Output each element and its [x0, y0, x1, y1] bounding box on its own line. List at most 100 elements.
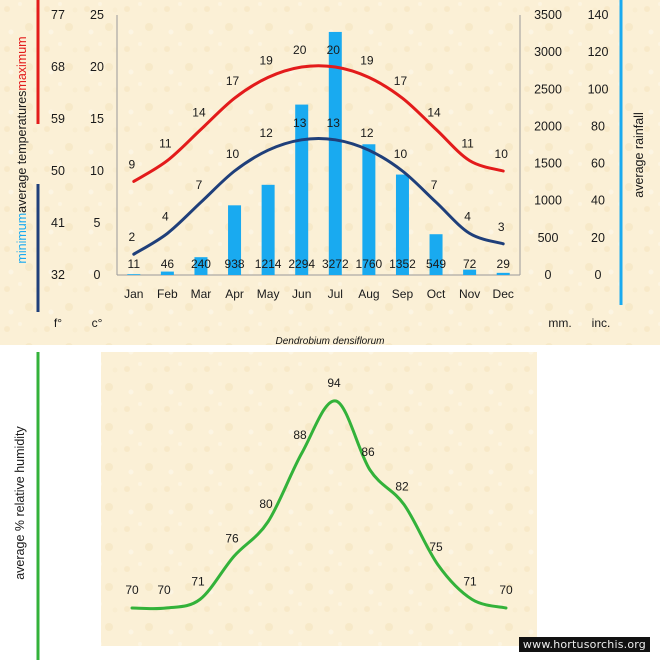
rainfall-bars: [127, 31, 510, 276]
humidity-data-label: 71: [191, 574, 205, 588]
rainfall-data-label: 938: [225, 257, 245, 271]
rainfall-inches-tick: 140: [588, 8, 609, 22]
humidity-data-label: 71: [463, 574, 477, 588]
humidity-data-label: 70: [499, 583, 513, 597]
rainfall-bar: [228, 205, 242, 275]
minimum-data-label: 4: [464, 209, 471, 223]
celsius-tick: 10: [90, 164, 104, 178]
axis-ticks: 7768595041322520151050350030002500200015…: [51, 8, 608, 301]
minimum-data-label: 10: [394, 147, 408, 161]
rainfall-bar: [295, 104, 309, 276]
month-tick: Dec: [493, 287, 514, 301]
rainfall-bar: [395, 174, 409, 275]
rainfall-mm-tick: 2500: [534, 82, 562, 96]
minimum-data-label: 7: [431, 178, 438, 192]
rainfall-bar: [496, 272, 510, 275]
maximum-data-label: 20: [293, 43, 307, 57]
humidity-data-label: 94: [327, 376, 341, 390]
minimum-line: [132, 137, 505, 256]
minimum-data-label: 13: [327, 116, 341, 130]
rainfall-inches-tick: 120: [588, 45, 609, 59]
humidity-axis-label: average % relative humidity: [13, 425, 27, 579]
rainfall-data-label: 1760: [356, 257, 383, 271]
fahrenheit-tick: 77: [51, 8, 65, 22]
maximum-data-label: 11: [461, 137, 474, 151]
minimum-data-label: 10: [226, 147, 240, 161]
minimum-data-label: 7: [196, 178, 203, 192]
fahrenheit-tick: 41: [51, 216, 65, 230]
month-tick: May: [257, 287, 280, 301]
maximum-data-label: 19: [259, 53, 273, 67]
humidity-data-label: 86: [361, 445, 375, 459]
chart-title: Dendrobium densiflorum: [276, 336, 385, 347]
maximum-data-label: 14: [192, 105, 206, 119]
celsius-tick: 20: [90, 60, 104, 74]
humidity-data-label: 82: [395, 480, 409, 494]
temperature-lines: [132, 64, 505, 256]
humidity-data-label: 88: [293, 428, 307, 442]
rainfall-data-label: 2294: [288, 257, 315, 271]
maximum-data-label: 20: [327, 43, 341, 57]
humidity-data-label: 70: [157, 583, 171, 597]
month-tick: Jun: [292, 287, 311, 301]
humidity-chart: 70 70 71 76 80 88 94 86 82 75 71 70: [125, 376, 513, 611]
minimum-data-label: 4: [162, 209, 169, 223]
rainfall-bar: [429, 234, 443, 275]
rainfall-data-label: 240: [191, 257, 211, 271]
maximum-data-label: 14: [427, 105, 441, 119]
fahrenheit-tick: 59: [51, 112, 65, 126]
minimum-data-label: 13: [293, 116, 307, 130]
rainfall-mm-tick: 500: [538, 231, 559, 245]
month-tick: Feb: [157, 287, 178, 301]
celsius-tick: 15: [90, 112, 104, 126]
humidity-data-label: 76: [225, 531, 239, 545]
rainfall-inches-tick: 80: [591, 119, 605, 133]
data-labels: 9 11 14 17 19 20 20 19 17 14 11 10 2 4 7 10 12 13 13 12 10 7 4…: [128, 43, 511, 271]
month-tick: Jan: [124, 287, 143, 301]
rainfall-data-label: 1214: [255, 257, 282, 271]
celsius-tick: 5: [94, 216, 101, 230]
rainfall-mm-tick: 0: [545, 268, 552, 282]
month-tick: Mar: [191, 287, 212, 301]
maximum-data-label: 17: [394, 74, 408, 88]
month-tick: Sep: [392, 287, 414, 301]
month-tick: Aug: [358, 287, 379, 301]
maximum-data-label: 9: [128, 157, 135, 171]
celsius-unit-label: c°: [92, 316, 103, 330]
mm-unit-label: mm.: [548, 316, 571, 330]
inches-unit-label: inc.: [592, 316, 611, 330]
rainfall-inches-tick: 20: [591, 231, 605, 245]
left-label-maximum: maximum: [15, 36, 29, 90]
humidity-line: [130, 399, 508, 611]
rainfall-data-label: 3272: [322, 257, 349, 271]
rainfall-data-label: 29: [497, 257, 511, 271]
fahrenheit-tick: 32: [51, 268, 65, 282]
month-tick: Jul: [328, 287, 343, 301]
rainfall-inches-tick: 40: [591, 194, 605, 208]
fahrenheit-tick: 50: [51, 164, 65, 178]
rainfall-axis-label: average rainfall: [632, 112, 646, 197]
minimum-data-label: 12: [259, 126, 273, 140]
fahrenheit-tick: 68: [51, 60, 65, 74]
humidity-data-label: 70: [125, 583, 139, 597]
celsius-tick: 25: [90, 8, 104, 22]
rainfall-bar: [328, 31, 342, 275]
rainfall-bar: [194, 257, 208, 275]
humidity-data-label: 75: [429, 540, 443, 554]
rainfall-bar: [127, 274, 141, 275]
maximum-data-label: 10: [495, 147, 509, 161]
left-label-middle: average temperatures: [15, 91, 29, 213]
left-vertical-label: minimumaverage temperaturesmaximum: [15, 36, 29, 263]
rainfall-data-label: 11: [128, 257, 141, 271]
humidity-panel-background: [101, 352, 537, 646]
rainfall-mm-tick: 1000: [534, 194, 562, 208]
humidity-data-label: 80: [259, 497, 273, 511]
fahrenheit-unit-label: f°: [54, 316, 62, 330]
maximum-data-label: 11: [159, 137, 172, 151]
maximum-line: [132, 64, 505, 183]
rainfall-mm-tick: 1500: [534, 157, 562, 171]
minimum-data-label: 12: [360, 126, 374, 140]
minimum-data-label: 3: [498, 220, 505, 234]
month-tick: Oct: [427, 287, 446, 301]
